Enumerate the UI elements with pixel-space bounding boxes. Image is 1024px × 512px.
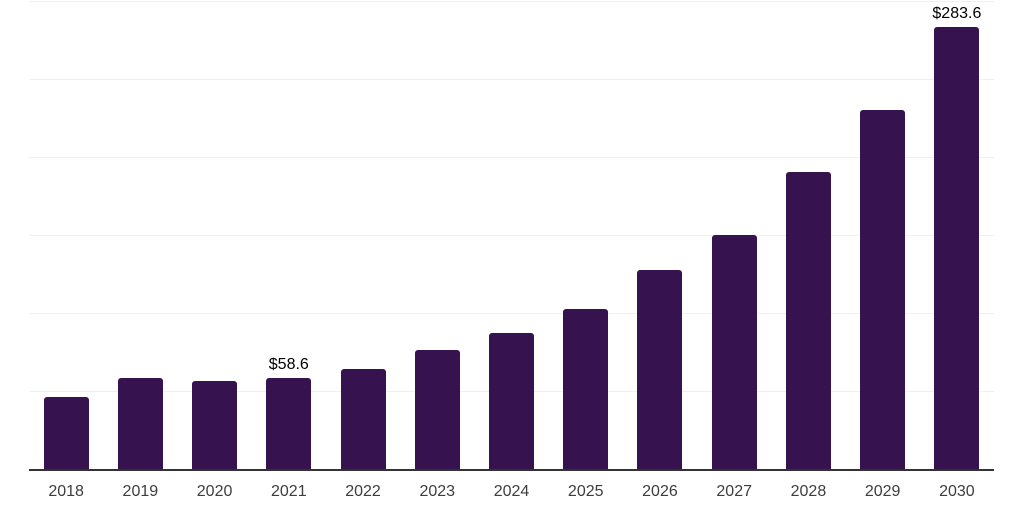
x-tick-2025: 2025 <box>567 483 604 500</box>
bar-2027 <box>711 234 757 469</box>
bar-2022 <box>340 368 386 469</box>
bar-2019 <box>117 378 163 469</box>
gridline-150 <box>29 235 994 236</box>
x-tick-2024: 2024 <box>493 483 530 500</box>
bar-2029 <box>860 109 906 469</box>
x-tick-2028: 2028 <box>790 483 827 500</box>
bar-2021 <box>266 377 312 469</box>
bar-2026 <box>637 270 683 469</box>
x-tick-2021: 2021 <box>271 483 307 500</box>
x-tick-2022: 2022 <box>345 483 381 500</box>
bar-2023 <box>414 349 460 469</box>
gridline-250 <box>29 79 994 80</box>
bar-value-label-2030: $283.6 <box>932 4 982 22</box>
bar-value-label-2021: $58.6 <box>268 355 309 373</box>
gridline-100 <box>29 313 994 314</box>
bar-2028 <box>785 171 831 469</box>
gridline-300 <box>29 1 994 2</box>
x-tick-2019: 2019 <box>122 483 159 500</box>
bar-2024 <box>489 333 534 469</box>
bar-2030 <box>934 26 980 469</box>
bar-2018 <box>43 396 89 469</box>
x-tick-2027: 2027 <box>716 483 752 500</box>
x-tick-2018: 2018 <box>48 483 84 500</box>
gridline-200 <box>29 157 994 158</box>
x-tick-2029: 2029 <box>864 483 901 500</box>
bar-2020 <box>192 380 238 469</box>
x-tick-2020: 2020 <box>196 483 233 500</box>
plot-area: $58.6 $283.6 <box>29 1 994 471</box>
x-axis-ticks: 2018 2019 2020 2021 2022 2023 2024 2025 2026 2027… <box>0 483 1024 503</box>
x-tick-2026: 2026 <box>642 483 678 500</box>
x-tick-2030: 2030 <box>939 483 975 500</box>
x-tick-2023: 2023 <box>419 483 456 500</box>
bar-2025 <box>563 309 609 469</box>
